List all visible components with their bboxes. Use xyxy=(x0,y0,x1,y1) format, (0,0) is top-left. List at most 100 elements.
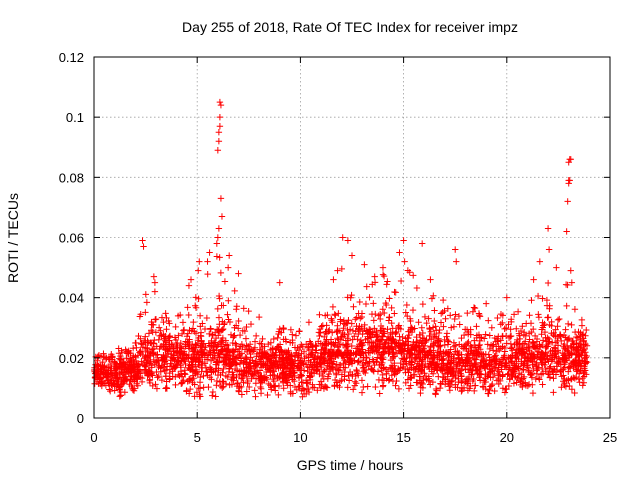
data-point xyxy=(298,372,305,379)
data-point xyxy=(152,351,160,359)
data-point xyxy=(471,382,479,389)
data-point xyxy=(157,327,164,334)
data-point xyxy=(160,351,167,359)
data-point xyxy=(151,288,159,295)
data-point xyxy=(206,364,214,371)
data-point xyxy=(384,278,391,285)
data-point xyxy=(204,270,211,278)
data-point xyxy=(476,313,484,320)
data-point xyxy=(243,323,250,331)
data-point xyxy=(374,354,381,361)
data-point xyxy=(469,308,477,315)
data-point xyxy=(222,353,229,361)
data-point xyxy=(274,374,282,382)
data-point xyxy=(189,348,197,355)
data-points xyxy=(90,98,591,400)
data-point xyxy=(335,367,342,374)
data-point xyxy=(422,351,429,359)
data-point xyxy=(184,304,191,311)
data-point xyxy=(142,309,149,316)
data-point xyxy=(329,329,336,336)
data-point xyxy=(571,375,578,382)
data-point xyxy=(385,350,392,357)
data-point xyxy=(299,393,306,400)
data-point xyxy=(435,373,442,380)
data-point xyxy=(296,383,303,390)
data-point xyxy=(508,367,516,374)
data-point xyxy=(137,347,144,355)
data-point xyxy=(276,279,283,286)
data-point xyxy=(563,228,570,235)
data-point xyxy=(344,319,351,327)
data-point xyxy=(323,340,330,347)
data-point xyxy=(514,351,521,359)
data-point xyxy=(476,334,484,341)
data-point xyxy=(506,376,513,383)
data-point xyxy=(160,318,167,326)
data-point xyxy=(503,294,510,301)
data-point xyxy=(355,343,363,350)
data-point xyxy=(285,351,292,358)
data-point xyxy=(575,375,583,383)
data-point xyxy=(486,386,493,394)
data-point xyxy=(507,340,515,348)
data-point xyxy=(367,334,375,341)
data-point xyxy=(401,342,409,349)
data-point xyxy=(491,334,498,342)
data-point xyxy=(166,376,173,383)
data-point xyxy=(569,358,576,366)
data-point xyxy=(336,340,343,348)
data-point xyxy=(229,339,236,347)
data-point xyxy=(552,333,559,340)
data-point xyxy=(528,356,536,364)
y-tick-label: 0.02 xyxy=(59,351,84,366)
data-point xyxy=(538,359,545,367)
data-point xyxy=(277,346,284,354)
data-point xyxy=(236,331,244,339)
data-point xyxy=(139,341,147,348)
data-point xyxy=(224,264,232,271)
data-point xyxy=(229,371,236,379)
data-point xyxy=(408,351,416,359)
data-point xyxy=(498,356,506,363)
data-point xyxy=(425,315,432,322)
data-point xyxy=(359,339,367,346)
data-point xyxy=(187,276,195,283)
data-point xyxy=(490,365,498,372)
data-point xyxy=(566,363,573,370)
data-point xyxy=(234,354,242,362)
data-point xyxy=(512,363,519,371)
data-point xyxy=(467,362,474,369)
data-point xyxy=(386,333,394,341)
data-point xyxy=(516,335,524,343)
data-point xyxy=(192,294,200,301)
data-point xyxy=(152,329,160,336)
data-point xyxy=(142,363,149,370)
data-point xyxy=(509,352,516,360)
data-point xyxy=(423,319,430,327)
data-point xyxy=(407,326,414,334)
data-point xyxy=(447,312,454,319)
data-point xyxy=(407,375,414,382)
data-point xyxy=(242,358,250,366)
data-point xyxy=(572,351,579,358)
data-point xyxy=(220,378,227,386)
data-point xyxy=(215,129,223,136)
data-point xyxy=(316,355,323,363)
data-point xyxy=(522,338,529,345)
data-point xyxy=(570,361,577,369)
data-point xyxy=(560,372,567,379)
data-point xyxy=(573,366,580,373)
data-point xyxy=(218,213,226,220)
data-point xyxy=(91,364,98,371)
data-point xyxy=(447,360,454,367)
data-point xyxy=(458,371,465,379)
data-point xyxy=(410,372,418,380)
data-point xyxy=(162,310,169,317)
data-point xyxy=(550,329,558,337)
data-point xyxy=(261,349,268,356)
data-point xyxy=(307,351,314,358)
data-point xyxy=(175,332,182,339)
data-point xyxy=(565,364,572,371)
data-point xyxy=(379,264,387,271)
